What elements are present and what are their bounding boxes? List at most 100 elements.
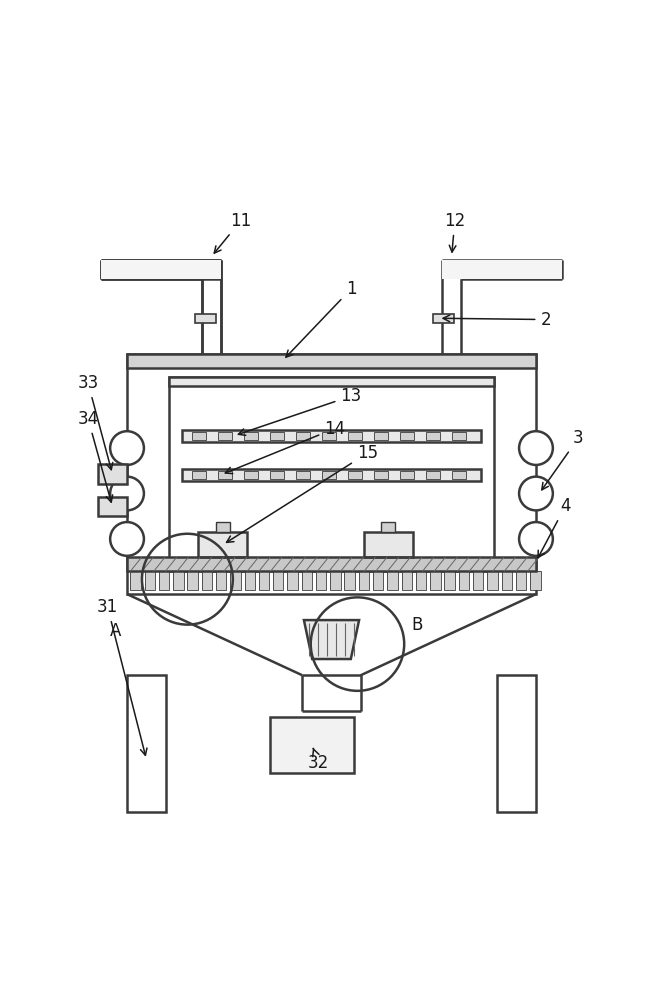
Bar bbox=[322, 471, 336, 479]
Circle shape bbox=[110, 522, 144, 556]
Bar bbox=[287, 571, 298, 590]
Bar bbox=[169, 377, 494, 386]
Bar bbox=[530, 571, 540, 590]
Bar bbox=[169, 377, 494, 386]
Bar bbox=[459, 571, 469, 590]
Bar bbox=[101, 260, 221, 279]
Text: 33: 33 bbox=[78, 374, 113, 470]
Bar bbox=[426, 471, 440, 479]
Bar bbox=[127, 557, 536, 571]
Bar bbox=[374, 471, 388, 479]
Bar bbox=[270, 717, 354, 773]
Bar bbox=[434, 314, 454, 323]
Bar bbox=[127, 354, 536, 368]
Bar bbox=[270, 717, 354, 773]
Bar bbox=[487, 571, 498, 590]
Circle shape bbox=[519, 522, 553, 556]
Bar bbox=[430, 571, 440, 590]
Text: 15: 15 bbox=[227, 444, 378, 542]
Bar bbox=[270, 471, 284, 479]
Bar bbox=[145, 571, 155, 590]
Bar bbox=[373, 571, 383, 590]
Circle shape bbox=[110, 477, 144, 510]
Bar bbox=[259, 571, 269, 590]
Bar bbox=[359, 571, 369, 590]
Bar bbox=[169, 377, 494, 571]
Polygon shape bbox=[304, 620, 359, 659]
Bar bbox=[244, 432, 258, 440]
Bar bbox=[182, 430, 481, 442]
Text: A: A bbox=[110, 622, 122, 640]
Bar bbox=[402, 571, 412, 590]
Bar bbox=[182, 469, 481, 481]
Bar bbox=[330, 571, 341, 590]
Circle shape bbox=[519, 477, 553, 510]
Bar bbox=[402, 571, 412, 590]
Text: 32: 32 bbox=[308, 748, 329, 772]
Bar bbox=[296, 432, 310, 440]
Bar bbox=[192, 432, 206, 440]
Bar bbox=[387, 571, 398, 590]
Bar bbox=[198, 532, 247, 557]
Bar bbox=[173, 571, 184, 590]
Bar bbox=[192, 471, 206, 479]
Bar bbox=[130, 571, 141, 590]
Bar bbox=[182, 469, 481, 481]
Bar bbox=[473, 571, 483, 590]
Bar bbox=[374, 432, 388, 440]
Bar bbox=[442, 260, 562, 279]
Bar bbox=[302, 571, 312, 590]
Bar bbox=[516, 571, 526, 590]
Text: 14: 14 bbox=[225, 420, 345, 474]
Bar bbox=[259, 571, 269, 590]
Text: 11: 11 bbox=[214, 212, 251, 253]
Bar bbox=[330, 571, 341, 590]
Bar bbox=[444, 571, 455, 590]
Bar bbox=[459, 571, 469, 590]
Text: 3: 3 bbox=[542, 429, 583, 490]
Bar bbox=[322, 432, 336, 440]
Bar bbox=[245, 571, 255, 590]
Bar bbox=[218, 432, 232, 440]
Bar bbox=[270, 432, 284, 440]
Bar bbox=[98, 464, 127, 484]
Text: 2: 2 bbox=[443, 311, 551, 329]
Bar bbox=[273, 571, 284, 590]
Bar bbox=[452, 471, 466, 479]
Circle shape bbox=[519, 431, 553, 465]
Text: 12: 12 bbox=[444, 212, 465, 252]
Bar bbox=[426, 432, 440, 440]
Bar bbox=[202, 571, 212, 590]
Bar bbox=[218, 471, 232, 479]
Bar bbox=[130, 571, 141, 590]
Bar bbox=[345, 571, 355, 590]
Bar bbox=[159, 571, 169, 590]
Bar bbox=[444, 571, 455, 590]
Bar bbox=[230, 571, 241, 590]
Bar bbox=[302, 571, 312, 590]
Bar bbox=[215, 522, 230, 532]
Bar bbox=[497, 675, 536, 812]
Bar bbox=[296, 471, 310, 479]
Bar bbox=[127, 675, 166, 812]
Text: 13: 13 bbox=[239, 387, 361, 435]
Text: B: B bbox=[412, 616, 423, 634]
Bar bbox=[416, 571, 426, 590]
Bar bbox=[364, 532, 412, 557]
Bar bbox=[359, 571, 369, 590]
Bar bbox=[230, 571, 241, 590]
Bar bbox=[516, 571, 526, 590]
Bar bbox=[416, 571, 426, 590]
Text: 31: 31 bbox=[97, 598, 147, 755]
Bar bbox=[145, 571, 155, 590]
Bar bbox=[188, 571, 198, 590]
Bar bbox=[198, 532, 247, 557]
Bar bbox=[487, 571, 498, 590]
Bar bbox=[364, 532, 412, 557]
Bar bbox=[127, 354, 536, 594]
Bar bbox=[244, 471, 258, 479]
Bar bbox=[195, 314, 216, 323]
Bar bbox=[182, 430, 481, 442]
Bar bbox=[287, 571, 298, 590]
Bar bbox=[347, 471, 362, 479]
